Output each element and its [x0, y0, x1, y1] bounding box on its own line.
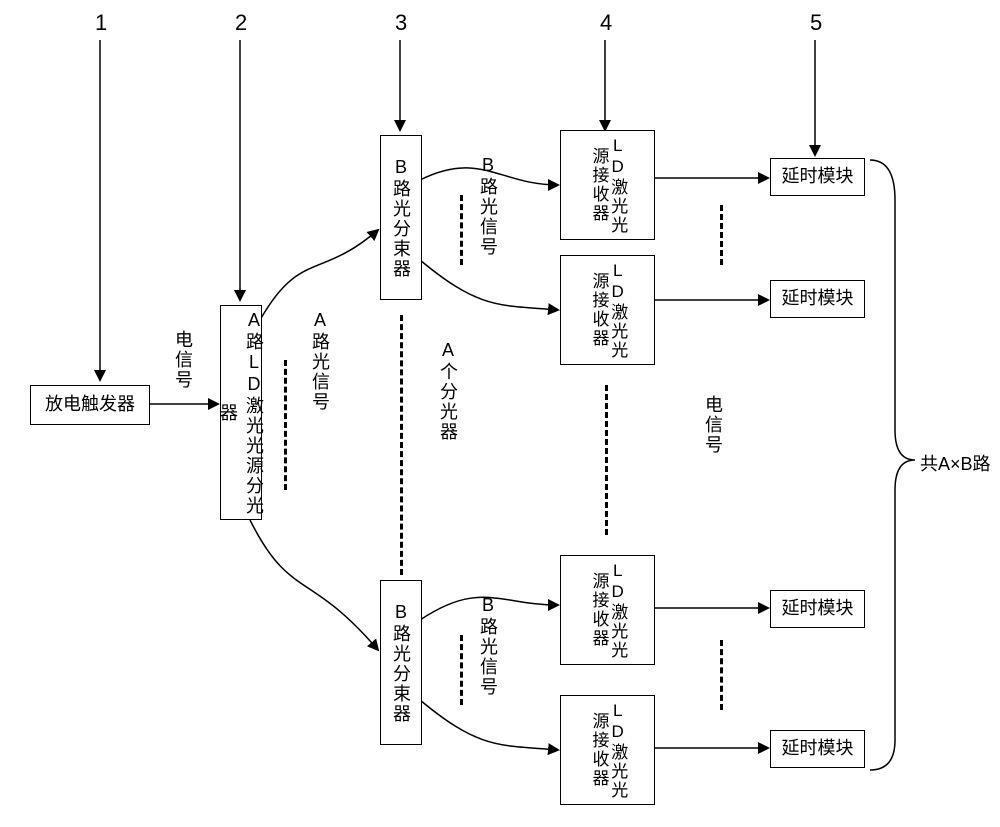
a-splitters-label: A个分光器: [435, 340, 461, 442]
recv-3-box: LD激光光源接收器: [560, 555, 655, 665]
col-number-1: 1: [95, 10, 107, 36]
dash-delay-bot: [720, 640, 723, 710]
recv-3-label: LD激光光源接收器: [589, 560, 626, 660]
discharge-trigger-label: 放电触发器: [45, 394, 135, 416]
dash-recv-mid: [605, 385, 608, 535]
col-number-3: 3: [395, 10, 407, 36]
recv-2-label: LD激光光源接收器: [589, 260, 626, 360]
elec-signal-1-label: 电信号: [170, 330, 196, 390]
b-splitter-top-label: B路光分束器: [388, 157, 414, 279]
delay-4-box: 延时模块: [770, 730, 865, 768]
b-splitter-bot-label: B路光分束器: [388, 602, 414, 724]
discharge-trigger-box: 放电触发器: [30, 385, 150, 425]
b-light-signal-bot-label: B路光信号: [475, 595, 501, 697]
delay-3-label: 延时模块: [782, 598, 854, 620]
col-number-2: 2: [235, 10, 247, 36]
edges-svg: [0, 0, 1000, 827]
delay-3-box: 延时模块: [770, 590, 865, 628]
delay-2-box: 延时模块: [770, 280, 865, 318]
b-splitter-bot-box: B路光分束器: [380, 580, 422, 745]
recv-1-label: LD激光光源接收器: [589, 135, 626, 235]
dash-b-bot-outputs: [460, 635, 463, 705]
delay-2-label: 延时模块: [782, 288, 854, 310]
a-light-signal-label: A路光信号: [307, 310, 333, 412]
dash-a-outputs: [284, 360, 287, 490]
recv-4-box: LD激光光源接收器: [560, 695, 655, 805]
col-number-5: 5: [810, 10, 822, 36]
recv-2-box: LD激光光源接收器: [560, 255, 655, 365]
recv-4-label: LD激光光源接收器: [589, 700, 626, 800]
delay-1-box: 延时模块: [770, 158, 865, 196]
dash-delay-top: [720, 205, 723, 265]
delay-4-label: 延时模块: [782, 738, 854, 760]
col-number-4: 4: [600, 10, 612, 36]
delay-1-label: 延时模块: [782, 166, 854, 188]
b-splitter-top-box: B路光分束器: [380, 135, 422, 300]
b-light-signal-top-label: B路光信号: [475, 155, 501, 257]
dash-b-splitters: [400, 315, 403, 575]
total-label: 共A×B路: [920, 450, 991, 476]
recv-1-box: LD激光光源接收器: [560, 130, 655, 240]
a-ld-splitter-label: A路LD激光光源分光器: [215, 306, 267, 519]
dash-b-top-outputs: [460, 195, 463, 265]
a-ld-splitter-box: A路LD激光光源分光器: [220, 305, 262, 520]
elec-signal-2-label: 电信号: [700, 395, 726, 455]
